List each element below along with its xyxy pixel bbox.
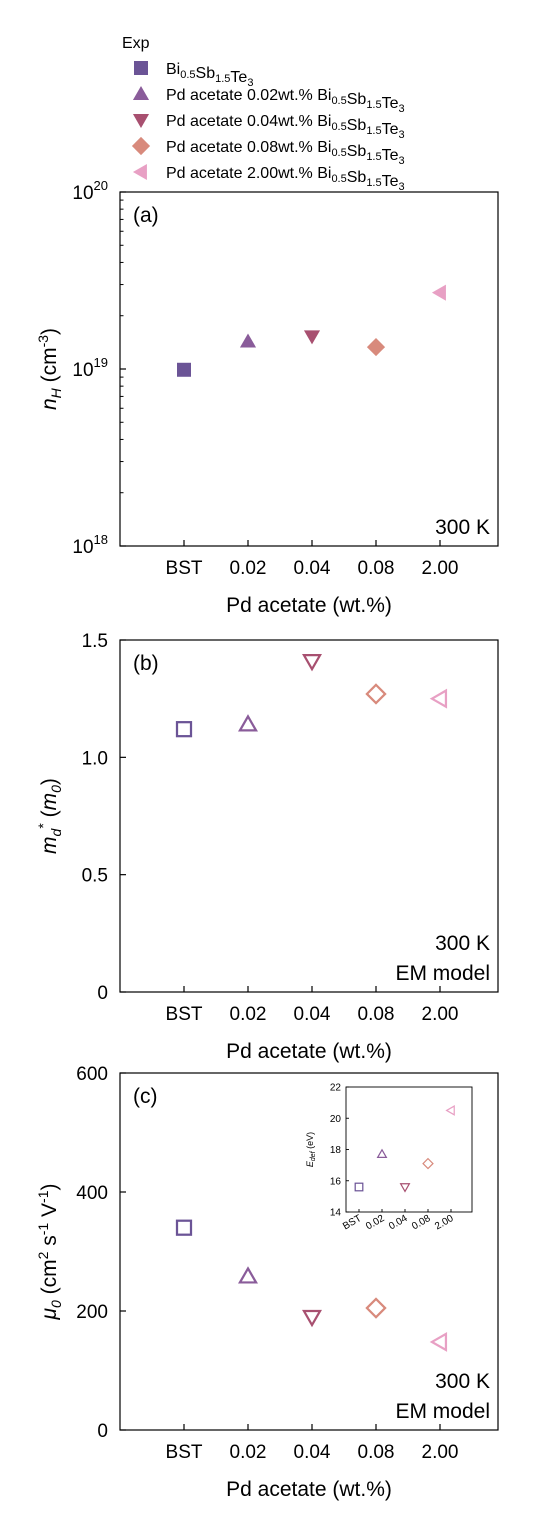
inset-x-tick-label: 2.00 bbox=[433, 1213, 456, 1232]
x-tick-label: 2.00 bbox=[422, 1442, 459, 1463]
annotation: 300 K bbox=[435, 932, 490, 955]
plot-frame bbox=[119, 639, 499, 993]
data-point bbox=[239, 333, 257, 348]
x-tick-label: BST bbox=[166, 1442, 203, 1463]
legend-label: Pd acetate 0.04wt.% Bi0.5Sb1.5Te3 bbox=[166, 113, 405, 141]
x-axis-label: Pd acetate (wt.%) bbox=[226, 1040, 392, 1063]
inset-x-tick-label: 0.02 bbox=[364, 1213, 387, 1232]
y-tick-label: 0 bbox=[97, 983, 108, 1004]
data-point bbox=[238, 714, 258, 732]
x-tick-label: 0.08 bbox=[358, 558, 395, 579]
x-axis-label: Pd acetate (wt.%) bbox=[226, 594, 392, 617]
inset-x-tick-label: 0.08 bbox=[410, 1213, 433, 1232]
data-point bbox=[175, 721, 193, 738]
x-tick-label: 0.02 bbox=[230, 1442, 267, 1463]
inset-x-tick-label: BST bbox=[341, 1213, 363, 1232]
legend-marker bbox=[132, 163, 147, 181]
data-point bbox=[302, 1309, 322, 1328]
y-tick-label: 1.5 bbox=[82, 631, 108, 652]
legend-marker bbox=[134, 61, 148, 75]
legend-marker bbox=[131, 136, 151, 156]
x-tick-label: BST bbox=[166, 1004, 203, 1025]
y-axis-label: μ0 (cm2 s-1 V-1) bbox=[35, 1183, 64, 1320]
legend-label: Pd acetate 2.00wt.% Bi0.5Sb1.5Te3 bbox=[166, 165, 405, 193]
x-tick-label: 0.02 bbox=[230, 558, 267, 579]
y-tick-label: 1.0 bbox=[82, 748, 108, 769]
inset-data-point bbox=[354, 1182, 364, 1192]
legend-marker bbox=[132, 114, 150, 129]
inset-y-tick-label: 18 bbox=[330, 1145, 342, 1156]
inset-data-point bbox=[399, 1183, 411, 1193]
panel-label: (b) bbox=[133, 652, 159, 675]
y-axis-label: md* (m0) bbox=[35, 778, 64, 854]
x-tick-label: 0.08 bbox=[358, 1442, 395, 1463]
x-tick-label: 0.04 bbox=[294, 1442, 331, 1463]
legend-label: Pd acetate 0.08wt.% Bi0.5Sb1.5Te3 bbox=[166, 139, 405, 167]
y-axis-label: nH (cm-3) bbox=[35, 328, 64, 410]
panel-a: 1018 1019 1020 BST 0.02 0.04 0.08 2.00 Pd acetat… bbox=[35, 178, 499, 617]
data-point bbox=[303, 330, 321, 345]
x-tick-label: 2.00 bbox=[422, 1004, 459, 1025]
inset-data-point bbox=[376, 1148, 388, 1159]
inset-x-tick-label: 0.04 bbox=[387, 1213, 410, 1232]
panel-label: (a) bbox=[133, 204, 159, 227]
panel-label: (c) bbox=[133, 1085, 158, 1108]
data-point bbox=[175, 1219, 193, 1236]
inset-chart: 14 16 18 20 22 BST 0.02 0.04 0.08 2.00 Edef (eV) bbox=[305, 1083, 473, 1232]
annotation: 300 K bbox=[435, 1370, 490, 1393]
inset-y-axis-label: Edef (eV) bbox=[305, 1132, 317, 1167]
x-tick-label: 2.00 bbox=[422, 558, 459, 579]
y-tick-label: 0 bbox=[97, 1421, 108, 1442]
data-point bbox=[366, 337, 386, 357]
inset-data-point bbox=[422, 1157, 434, 1170]
y-tick-label: 600 bbox=[76, 1064, 108, 1085]
x-tick-label: BST bbox=[166, 558, 203, 579]
legend-title: Exp bbox=[122, 35, 150, 52]
inset-y-tick-label: 16 bbox=[330, 1176, 342, 1187]
y-tick-label: 400 bbox=[76, 1183, 108, 1204]
inset-frame bbox=[345, 1086, 473, 1213]
annotation: EM model bbox=[395, 962, 490, 985]
y-tick-label: 200 bbox=[76, 1302, 108, 1323]
legend-label: Bi0.5Sb1.5Te3 bbox=[166, 61, 253, 89]
inset-data-point bbox=[445, 1105, 455, 1116]
x-tick-label: 0.04 bbox=[294, 1004, 331, 1025]
x-tick-label: 0.04 bbox=[294, 558, 331, 579]
data-point bbox=[302, 654, 322, 672]
data-point bbox=[365, 683, 387, 705]
inset-y-tick-label: 14 bbox=[330, 1208, 342, 1219]
plot-frame bbox=[119, 191, 499, 547]
data-point bbox=[429, 688, 448, 709]
annotation: 300 K bbox=[435, 516, 490, 539]
y-tick-label: 0.5 bbox=[82, 866, 108, 887]
data-point bbox=[177, 362, 191, 377]
inset-y-tick-label: 22 bbox=[330, 1083, 342, 1094]
panel-b: 0 0.5 1.0 1.5 BST 0.02 0.04 0.08 2.00 Pd acetate … bbox=[35, 631, 499, 1063]
legend-marker bbox=[132, 85, 150, 100]
annotation: EM model bbox=[395, 1400, 490, 1423]
y-tick-label: 1019 bbox=[72, 355, 108, 381]
data-point bbox=[429, 1331, 448, 1352]
x-tick-label: 0.02 bbox=[230, 1004, 267, 1025]
y-tick-label: 1018 bbox=[72, 532, 108, 558]
data-point bbox=[365, 1297, 387, 1319]
y-tick-label: 1020 bbox=[72, 178, 108, 204]
plot-frame bbox=[119, 1072, 499, 1431]
x-tick-label: 0.08 bbox=[358, 1004, 395, 1025]
data-point bbox=[238, 1266, 258, 1284]
inset-y-tick-label: 20 bbox=[330, 1114, 342, 1125]
x-axis-label: Pd acetate (wt.%) bbox=[226, 1478, 392, 1501]
legend-label: Pd acetate 0.02wt.% Bi0.5Sb1.5Te3 bbox=[166, 87, 405, 115]
data-point bbox=[431, 284, 446, 301]
